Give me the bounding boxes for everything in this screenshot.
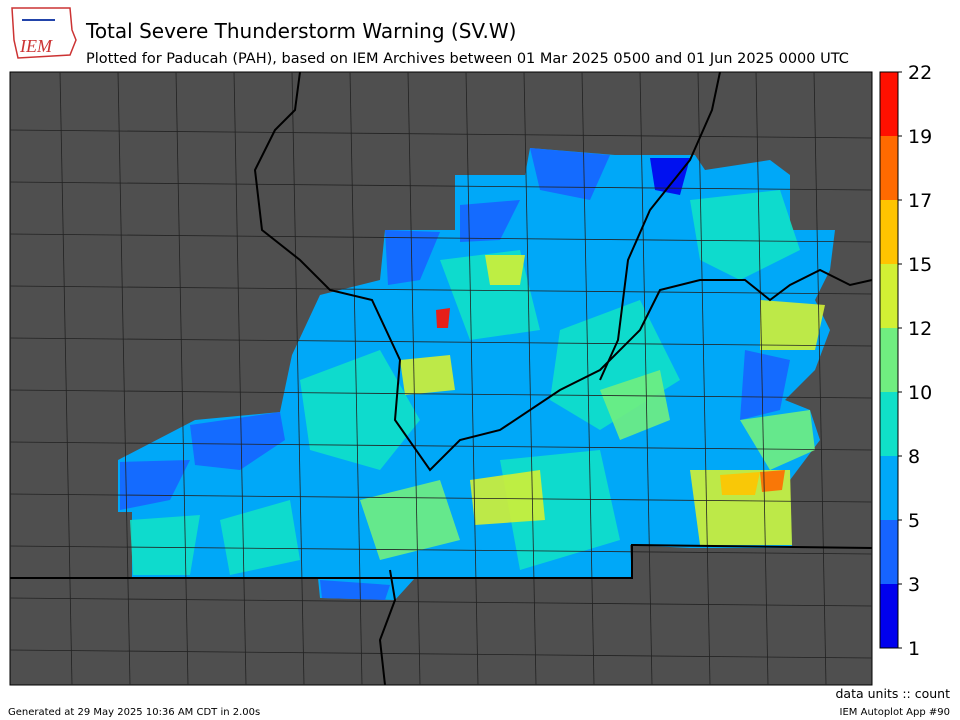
colorbar-tick-label: 17	[908, 190, 932, 212]
units-label: data units :: count	[836, 686, 951, 701]
state-borders	[10, 71, 873, 686]
colorbar-segment	[880, 200, 898, 264]
county-line	[349, 71, 363, 686]
map	[9, 71, 873, 686]
colorbar-segment	[880, 456, 898, 520]
county-line	[9, 337, 873, 347]
county-line	[9, 233, 873, 243]
colorbar-tick-label: 1	[908, 638, 920, 660]
colorbar-tick-label: 5	[908, 510, 920, 532]
county-line	[9, 129, 873, 139]
county-line	[9, 441, 873, 451]
count-patch	[300, 350, 420, 470]
count-patch	[360, 480, 460, 560]
count-patch	[190, 412, 285, 470]
colorbar-segment	[880, 136, 898, 200]
county-lines	[9, 71, 873, 686]
county-line	[9, 181, 873, 191]
county-line	[697, 71, 711, 686]
county-line	[117, 71, 131, 686]
count-patch	[740, 410, 815, 470]
warning-region	[118, 148, 835, 600]
county-line	[9, 493, 873, 503]
colorbar-tick-label: 12	[908, 318, 932, 340]
logo: IEM	[11, 7, 77, 59]
count-patch	[120, 460, 190, 510]
county-line	[9, 649, 873, 659]
count-patches	[120, 148, 825, 600]
county-line	[9, 389, 873, 399]
count-patch	[460, 200, 520, 242]
count-patch	[130, 515, 200, 575]
county-line	[9, 545, 873, 555]
count-patch	[436, 308, 450, 328]
generated-label: Generated at 29 May 2025 10:36 AM CDT in…	[8, 707, 260, 718]
colorbar-segment	[880, 328, 898, 392]
count-patch	[385, 230, 440, 285]
county-line	[59, 71, 73, 686]
title: Total Severe Thunderstorm Warning (SV.W)	[85, 19, 516, 43]
count-patch	[220, 500, 300, 575]
county-line	[813, 71, 827, 686]
colorbar-tick-label: 22	[908, 62, 932, 84]
count-patch	[720, 472, 760, 495]
colorbar-segment	[880, 264, 898, 328]
colorbar-tick-label: 15	[908, 254, 932, 276]
count-patch	[400, 355, 455, 395]
colorbar-segment	[880, 392, 898, 456]
county-line	[523, 71, 537, 686]
county-line	[407, 71, 421, 686]
county-line	[639, 71, 653, 686]
count-patch	[320, 580, 390, 600]
county-line	[465, 71, 479, 686]
count-patch	[485, 255, 525, 285]
colorbar: 1 3 5 8 10 12 15 17 19 22	[879, 62, 932, 660]
county-line	[175, 71, 189, 686]
count-patch	[470, 470, 545, 525]
count-patch	[690, 190, 800, 280]
county-line	[755, 71, 769, 686]
count-patch	[760, 470, 785, 492]
colorbar-tick-label: 3	[908, 574, 920, 596]
county-line	[581, 71, 595, 686]
logo-text: IEM	[19, 36, 53, 56]
colorbar-frame	[879, 71, 899, 649]
county-line	[9, 285, 873, 295]
county-line	[9, 597, 873, 607]
colorbar-tick-label: 19	[908, 126, 932, 148]
county-line	[233, 71, 247, 686]
count-patch	[600, 370, 670, 440]
colorbar-segment	[880, 520, 898, 584]
county-line	[291, 71, 305, 686]
colorbar-segment	[880, 584, 898, 648]
subtitle: Plotted for Paducah (PAH), based on IEM …	[86, 51, 849, 67]
colorbar-segment	[880, 72, 898, 136]
count-patch	[650, 158, 690, 195]
colorbar-tick-label: 10	[908, 382, 932, 404]
count-patch	[760, 300, 825, 350]
count-patch	[740, 350, 790, 420]
colorbar-tick-label: 8	[908, 446, 920, 468]
app-label: IEM Autoplot App #90	[840, 707, 950, 718]
